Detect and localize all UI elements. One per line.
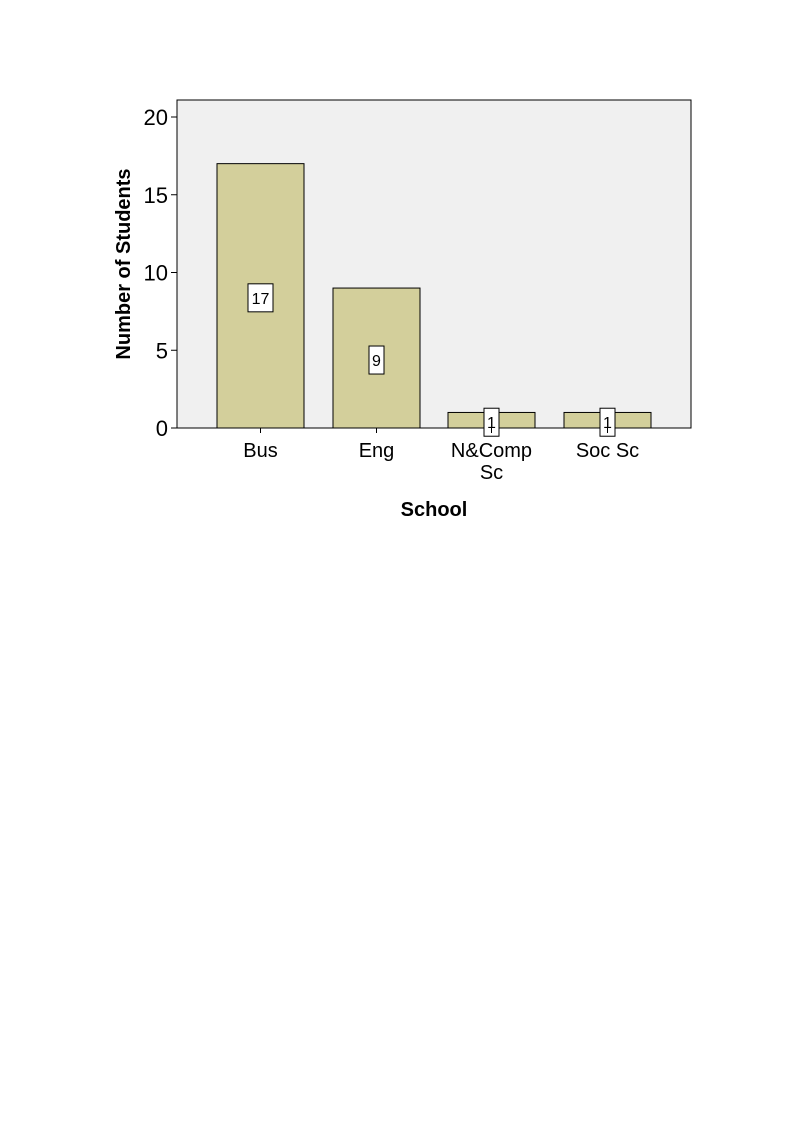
- y-tick-label: 10: [144, 261, 168, 286]
- data-label-box: [599, 407, 616, 437]
- y-tick-label: 0: [156, 416, 168, 441]
- data-label: 1: [603, 415, 612, 432]
- y-tick-label: 5: [156, 338, 168, 363]
- x-axis-label: School: [401, 499, 468, 521]
- x-tick-label: Soc Sc: [576, 440, 639, 462]
- data-label-box: [483, 407, 500, 437]
- data-label: 9: [372, 353, 381, 370]
- data-label-box: [247, 283, 274, 313]
- x-tick-label: Bus: [243, 440, 277, 462]
- y-tick-label: 15: [144, 183, 168, 208]
- data-label: 17: [252, 291, 270, 308]
- x-tick-label: Eng: [359, 440, 395, 462]
- data-label: 1: [487, 415, 496, 432]
- y-tick-label: 20: [144, 105, 168, 130]
- x-tick-label: Sc: [480, 462, 503, 484]
- data-label-box: [368, 345, 385, 375]
- y-axis-label: Number of Students: [113, 168, 135, 359]
- x-tick-label: N&Comp: [451, 440, 532, 462]
